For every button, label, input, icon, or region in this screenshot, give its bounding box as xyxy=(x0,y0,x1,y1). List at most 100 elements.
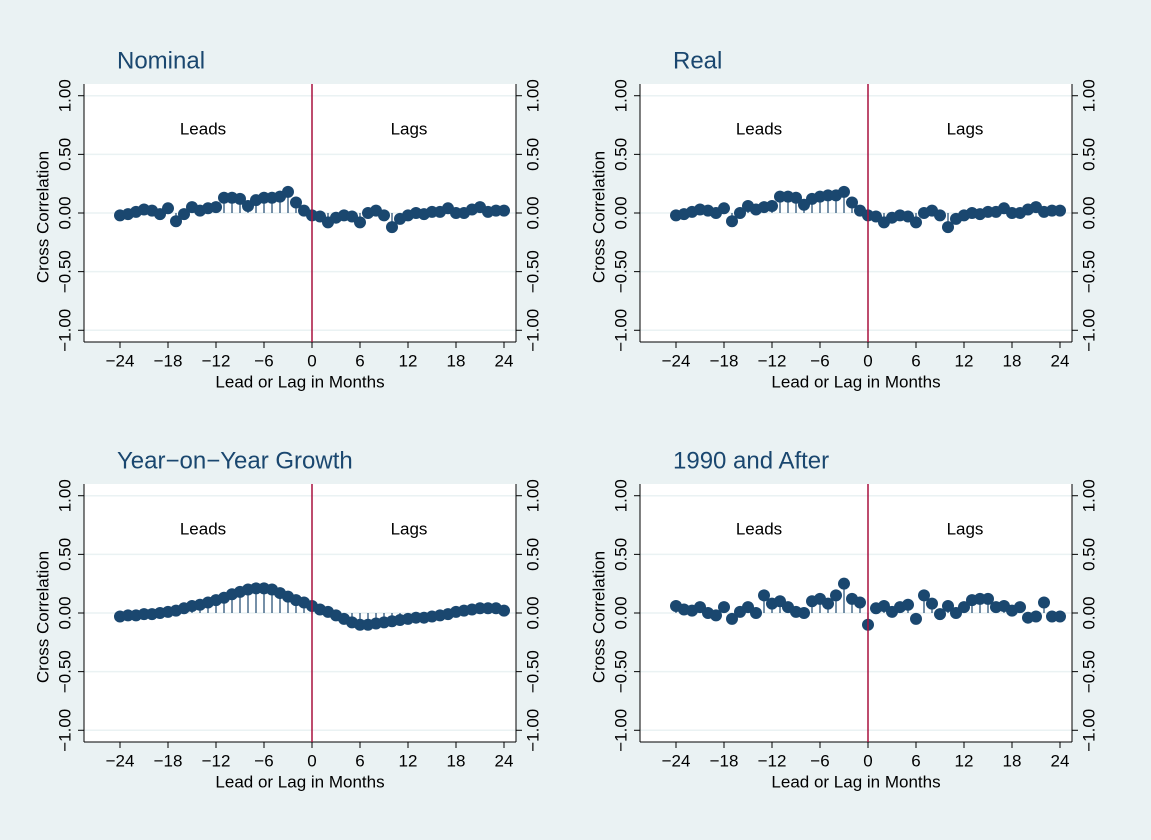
y2-tick-label: −1.00 xyxy=(1079,309,1098,352)
chart-title: Nominal xyxy=(117,47,205,74)
x-tick-label: 0 xyxy=(307,751,316,770)
point xyxy=(790,191,802,204)
annotation: Lags xyxy=(391,119,428,138)
x-tick-label: 24 xyxy=(495,351,514,370)
point xyxy=(290,196,302,209)
x-tick-label: 0 xyxy=(307,351,316,370)
x-tick-label: 24 xyxy=(1051,751,1070,770)
point xyxy=(910,612,922,625)
y2-tick-label: −0.50 xyxy=(1079,250,1098,293)
x-axis-label: Lead or Lag in Months xyxy=(771,372,940,391)
x-tick-label: 6 xyxy=(911,351,920,370)
point xyxy=(942,221,954,234)
x-tick-label: 6 xyxy=(355,351,364,370)
chart-title: 1990 and After xyxy=(673,447,829,474)
x-tick-label: −24 xyxy=(662,751,691,770)
point xyxy=(378,209,390,222)
point xyxy=(750,607,762,619)
y-axis-label: Cross Correlation xyxy=(589,551,608,683)
y-tick-label: −1.00 xyxy=(611,709,630,752)
y-tick-label: 1.00 xyxy=(55,79,74,112)
point xyxy=(282,185,294,198)
point xyxy=(958,601,970,614)
y2-tick-label: 0.50 xyxy=(523,138,542,171)
y-tick-label: 0.00 xyxy=(611,596,630,629)
point xyxy=(942,599,954,612)
x-tick-label: −6 xyxy=(810,351,829,370)
x-tick-label: 12 xyxy=(399,351,418,370)
point xyxy=(766,199,778,212)
point xyxy=(354,216,366,229)
x-tick-label: 18 xyxy=(1003,351,1022,370)
x-tick-label: −18 xyxy=(154,751,183,770)
y-tick-label: 0.50 xyxy=(55,538,74,571)
point xyxy=(758,589,770,602)
y-tick-label: 1.00 xyxy=(611,479,630,512)
y2-tick-label: 0.00 xyxy=(1079,196,1098,229)
point xyxy=(926,597,938,610)
point xyxy=(170,215,182,228)
y2-tick-label: 0.50 xyxy=(1079,538,1098,571)
annotation: Leads xyxy=(180,519,226,538)
point xyxy=(162,202,174,215)
y2-tick-label: −0.50 xyxy=(523,250,542,293)
x-tick-label: 18 xyxy=(447,751,466,770)
x-tick-label: 24 xyxy=(1051,351,1070,370)
y-tick-label: −0.50 xyxy=(55,650,74,693)
point xyxy=(1054,610,1066,623)
y-tick-label: 1.00 xyxy=(611,79,630,112)
point xyxy=(726,612,738,625)
point xyxy=(854,596,866,609)
y2-tick-label: 0.50 xyxy=(523,538,542,571)
annotation: Lags xyxy=(391,519,428,538)
x-tick-label: 12 xyxy=(955,351,974,370)
y2-tick-label: 1.00 xyxy=(1079,479,1098,512)
y-tick-label: 1.00 xyxy=(55,479,74,512)
x-axis-label: Lead or Lag in Months xyxy=(215,772,384,791)
y2-tick-label: 1.00 xyxy=(523,479,542,512)
x-tick-label: 12 xyxy=(399,751,418,770)
y2-tick-label: 1.00 xyxy=(1079,79,1098,112)
y2-tick-label: 0.00 xyxy=(1079,596,1098,629)
y-tick-label: −0.50 xyxy=(611,650,630,693)
point xyxy=(910,216,922,229)
annotation: Lags xyxy=(947,519,984,538)
x-axis-label: Lead or Lag in Months xyxy=(215,372,384,391)
x-tick-label: −18 xyxy=(710,751,739,770)
annotation: Lags xyxy=(947,119,984,138)
y2-tick-label: 0.00 xyxy=(523,596,542,629)
x-tick-label: −6 xyxy=(254,751,273,770)
y2-tick-label: −1.00 xyxy=(523,709,542,752)
x-tick-label: −6 xyxy=(810,751,829,770)
x-tick-label: 12 xyxy=(955,751,974,770)
x-tick-label: 0 xyxy=(863,751,872,770)
y2-tick-label: 1.00 xyxy=(523,79,542,112)
y2-tick-label: 0.50 xyxy=(1079,138,1098,171)
x-tick-label: −12 xyxy=(758,751,787,770)
y-tick-label: 0.00 xyxy=(55,596,74,629)
y2-tick-label: −1.00 xyxy=(1079,709,1098,752)
point xyxy=(498,204,510,217)
point xyxy=(210,201,222,214)
y-tick-label: 0.50 xyxy=(611,138,630,171)
x-tick-label: 6 xyxy=(911,751,920,770)
x-tick-label: −6 xyxy=(254,351,273,370)
point xyxy=(982,592,994,605)
y2-tick-label: −1.00 xyxy=(523,309,542,352)
point xyxy=(718,601,730,614)
point xyxy=(902,598,914,611)
y2-tick-label: −0.50 xyxy=(523,650,542,693)
y-tick-label: −1.00 xyxy=(611,309,630,352)
point xyxy=(934,608,946,621)
x-tick-label: −12 xyxy=(758,351,787,370)
point xyxy=(822,597,834,610)
x-tick-label: 6 xyxy=(355,751,364,770)
x-tick-label: 18 xyxy=(447,351,466,370)
y-tick-label: 0.00 xyxy=(611,196,630,229)
annotation: Leads xyxy=(736,519,782,538)
x-tick-label: −18 xyxy=(154,351,183,370)
x-tick-label: 18 xyxy=(1003,751,1022,770)
y-tick-label: −1.00 xyxy=(55,709,74,752)
y-axis-label: Cross Correlation xyxy=(589,151,608,283)
